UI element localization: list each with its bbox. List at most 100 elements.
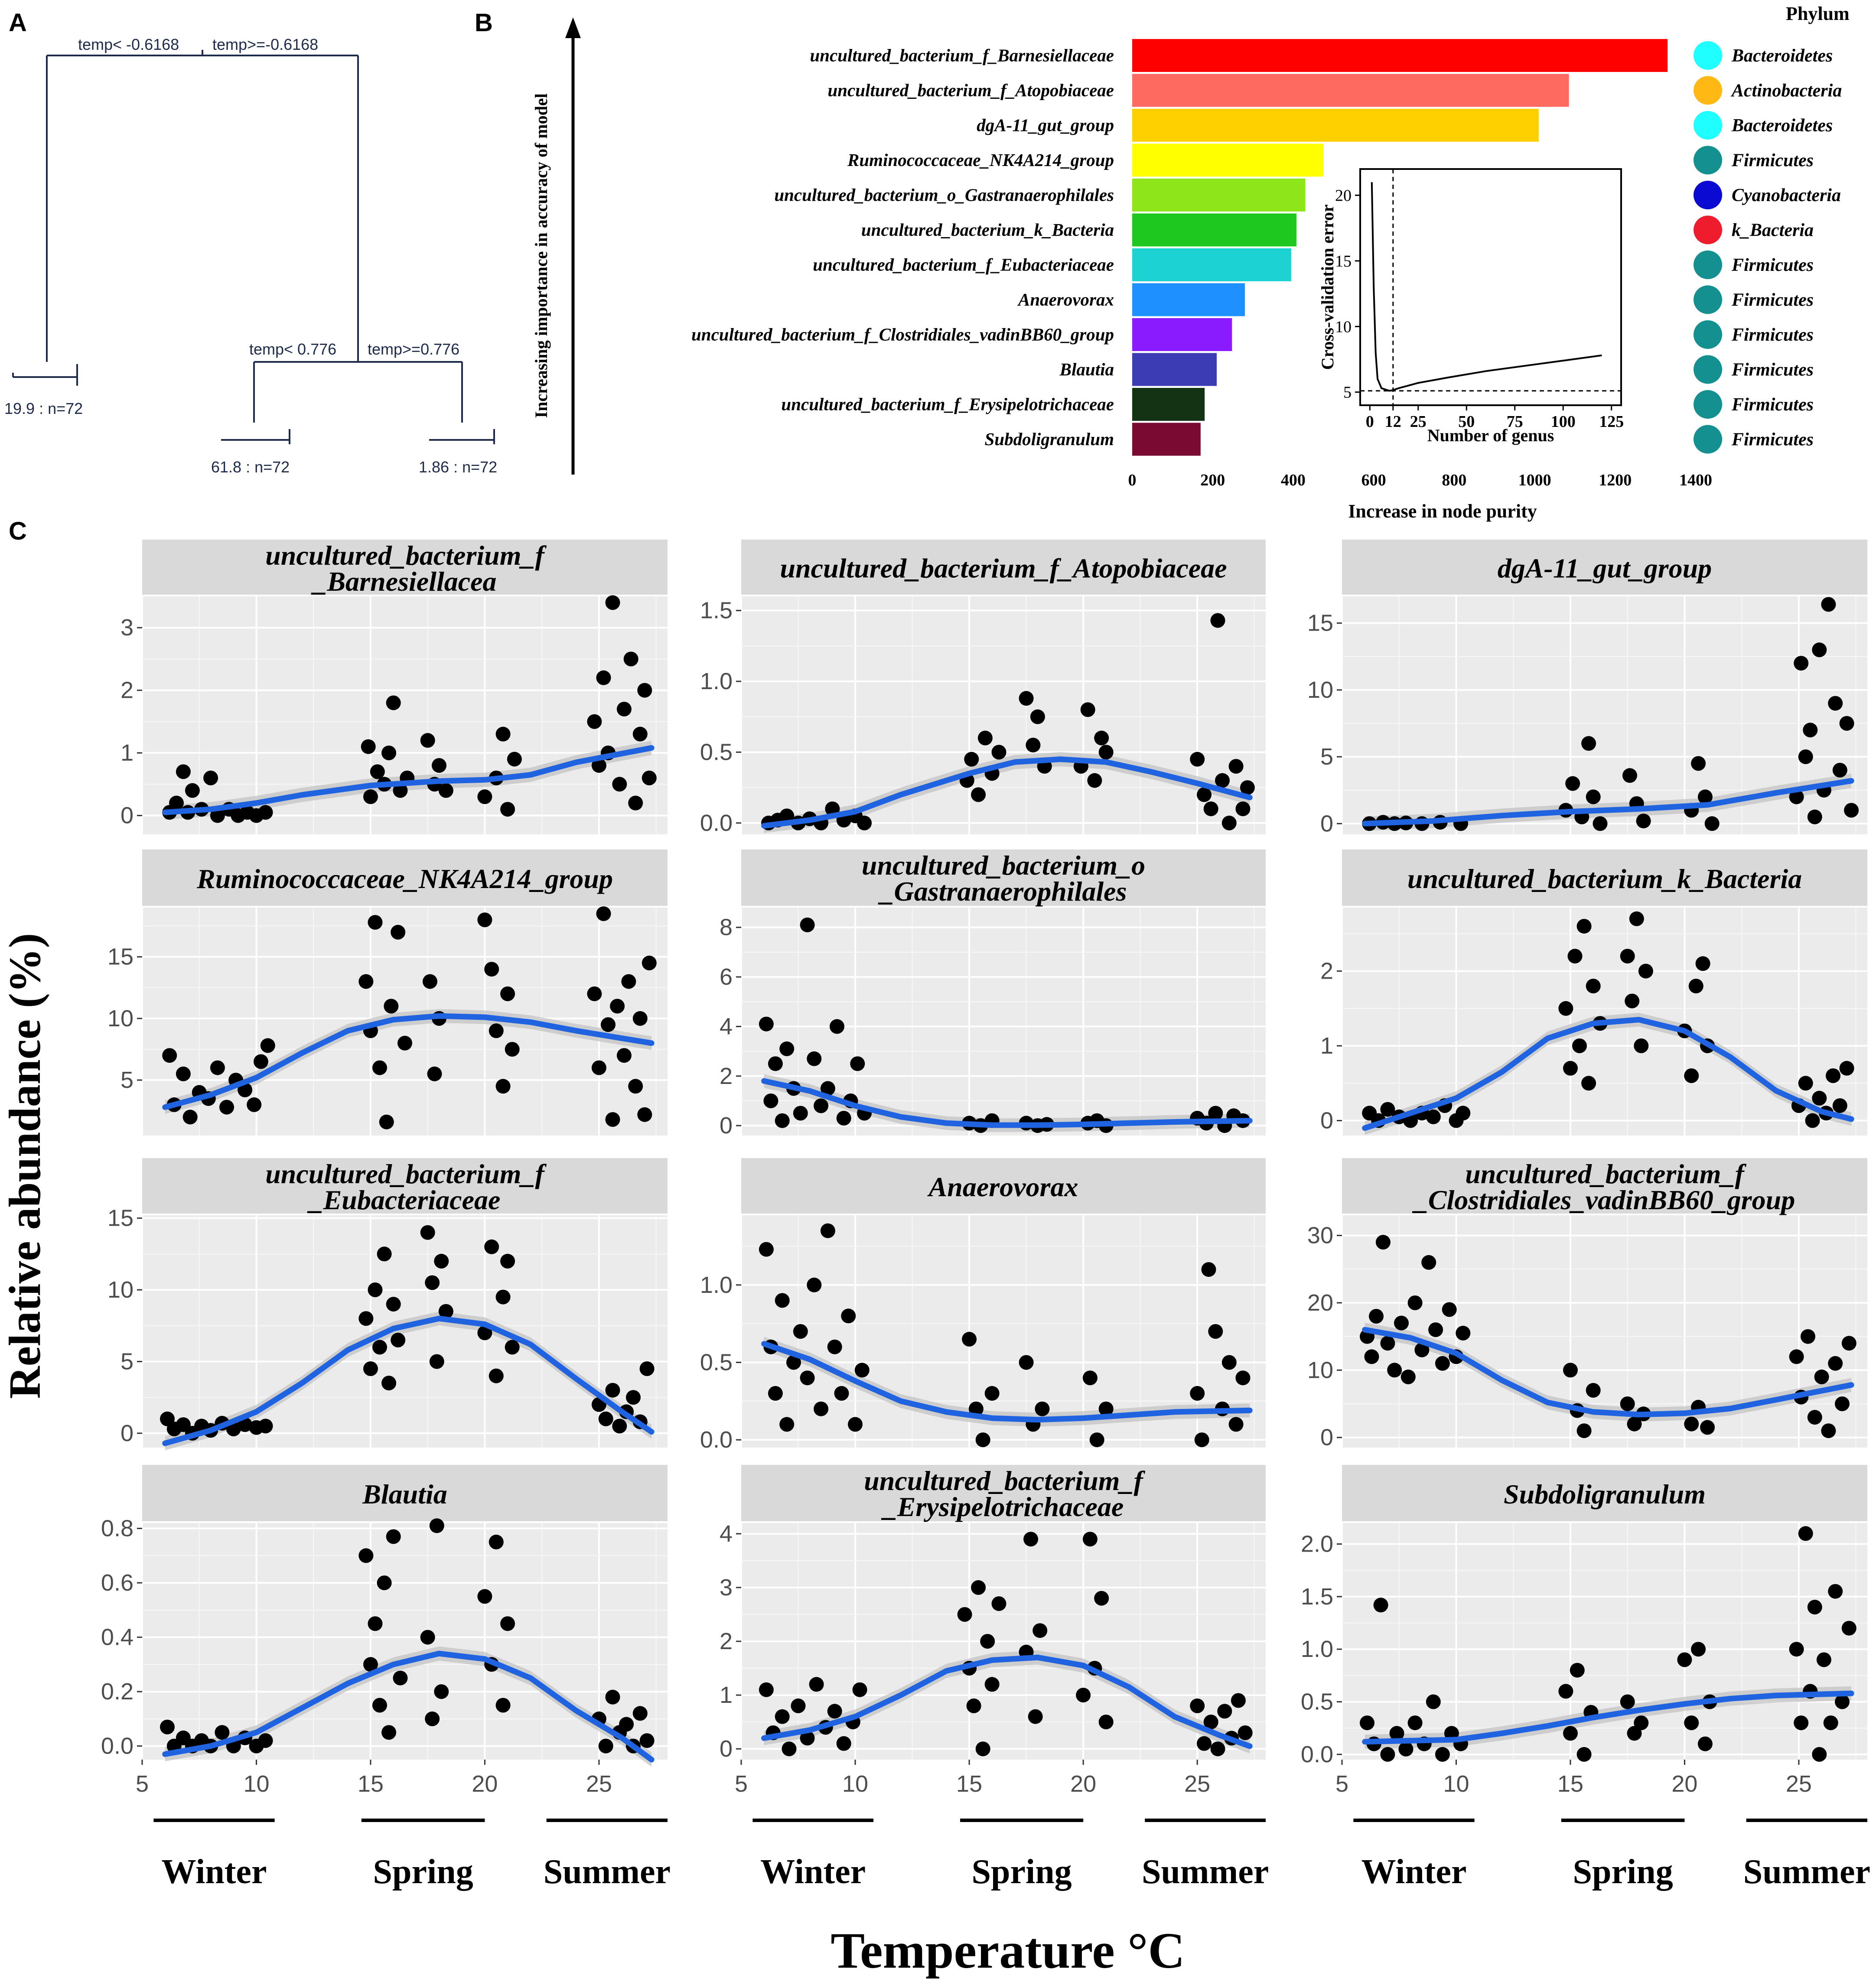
facet-6-point-7 bbox=[1426, 1109, 1441, 1124]
legend-label-7: Firmicutes bbox=[1731, 255, 1814, 275]
facet-3-point-9 bbox=[1565, 776, 1580, 791]
facet-11-point-9 bbox=[827, 1704, 842, 1719]
facet-6-ytick: 0 bbox=[1320, 1108, 1333, 1134]
facet-3-point-18 bbox=[1691, 756, 1706, 771]
inset-x-tick-12: 12 bbox=[1385, 413, 1401, 431]
bar-7 bbox=[1132, 248, 1291, 281]
facet-8-point-14 bbox=[841, 1308, 856, 1324]
facet-4-ytick: 15 bbox=[107, 944, 134, 970]
cv-error-inset: 0 12 25 50 75 100 125 5 10 15 20 Number of genus Cro… bbox=[1318, 168, 1624, 445]
facet-10-xtick-25: 25 bbox=[586, 1771, 612, 1797]
bar-label-8: Anaerovorax bbox=[1017, 290, 1114, 309]
facet-11-point-25 bbox=[1076, 1688, 1091, 1703]
facet-7-point-14 bbox=[368, 1282, 383, 1297]
facet-12-point-5 bbox=[1389, 1726, 1404, 1741]
facet-4-point-14 bbox=[358, 974, 374, 989]
facet-7-point-29 bbox=[500, 1253, 515, 1269]
facet-2-point-27 bbox=[1197, 787, 1212, 802]
facet-8-point-18 bbox=[968, 1401, 984, 1416]
facet-9-ytick: 0 bbox=[1320, 1425, 1333, 1451]
leaf-1-histogram bbox=[12, 364, 78, 386]
facet-4-point-17 bbox=[372, 1060, 387, 1075]
facet-10-point-14 bbox=[368, 1616, 383, 1631]
facet-2-point-24 bbox=[1094, 730, 1109, 745]
bar-1 bbox=[1132, 39, 1668, 72]
facet-5-ytick: 0 bbox=[720, 1113, 733, 1139]
facet-2-point-29 bbox=[1210, 613, 1225, 628]
facet-8-ytick: 1.0 bbox=[700, 1272, 733, 1298]
facet-2-point-13 bbox=[971, 787, 986, 802]
facet-12-point-7 bbox=[1407, 1715, 1423, 1731]
legend-title: Phylum bbox=[1786, 3, 1850, 24]
facet-10-point-21 bbox=[425, 1711, 440, 1726]
facet-8-point-9 bbox=[807, 1277, 822, 1292]
facet-9-point-21 bbox=[1620, 1396, 1635, 1411]
facet-12-xtick-10: 10 bbox=[1443, 1771, 1469, 1797]
facet-8-point-6 bbox=[786, 1355, 801, 1370]
facet-7-point-22 bbox=[429, 1354, 444, 1369]
facet-2-point-34 bbox=[1240, 780, 1255, 795]
facet-7-point-26 bbox=[484, 1239, 499, 1254]
facet-5-strip bbox=[741, 849, 1266, 906]
facet-10-point-13 bbox=[363, 1657, 378, 1672]
facet-7-title-line2: _Eubacteriaceae bbox=[307, 1184, 501, 1215]
facet-11-point-24 bbox=[1032, 1623, 1048, 1638]
facet-7-point-34 bbox=[612, 1419, 627, 1434]
legend-label-8: Firmicutes bbox=[1731, 290, 1814, 310]
facet-5-point-15 bbox=[850, 1056, 865, 1071]
legend-swatch-8 bbox=[1694, 285, 1722, 314]
facet-8-point-24 bbox=[1082, 1370, 1098, 1386]
legend-label-5: Cyanobacteria bbox=[1732, 185, 1841, 205]
facet-11-point-33 bbox=[1210, 1741, 1225, 1757]
facet-panel-12: 0.0 0.5 1.0 1.5 2.0 Subdoligranulum 5 10 15 20 25 bbox=[1301, 1465, 1867, 1797]
facet-3-strip bbox=[1342, 540, 1867, 595]
facet-10-point-22 bbox=[429, 1518, 444, 1533]
facet-4-point-34 bbox=[601, 1017, 616, 1032]
facet-4-point-12 bbox=[254, 1054, 268, 1069]
facet-8-title: Anaerovorax bbox=[927, 1171, 1078, 1202]
facet-2-point-18 bbox=[1026, 738, 1041, 753]
season-label-winter-2: Winter bbox=[760, 1853, 866, 1891]
facet-2-point-19 bbox=[1030, 709, 1045, 724]
inset-x-tick-100: 100 bbox=[1551, 413, 1576, 431]
facet-4-point-39 bbox=[628, 1079, 643, 1094]
facet-11-point-22 bbox=[1023, 1532, 1039, 1547]
facet-9-point-4 bbox=[1375, 1235, 1391, 1250]
facet-6-smooth-line bbox=[1362, 1017, 1854, 1131]
facet-9-point-29 bbox=[1801, 1329, 1815, 1344]
regression-tree bbox=[12, 50, 495, 444]
legend-swatch-1 bbox=[1694, 41, 1722, 70]
facet-1-point-5 bbox=[185, 783, 200, 798]
facet-2-background bbox=[741, 596, 1266, 834]
facet-12-point-36 bbox=[1841, 1621, 1856, 1636]
facet-3-point-30 bbox=[1832, 763, 1847, 778]
facet-11-point-26 bbox=[1082, 1532, 1098, 1547]
facet-4-point-25 bbox=[477, 912, 492, 927]
facet-8-ytick: 0.0 bbox=[700, 1427, 733, 1453]
facet-1-point-26 bbox=[477, 789, 492, 804]
facet-5-point-28 bbox=[1208, 1106, 1223, 1121]
facet-3-point-29 bbox=[1828, 696, 1843, 711]
facet-11-xtick-15: 15 bbox=[956, 1771, 982, 1797]
facet-11-point-34 bbox=[1217, 1704, 1232, 1719]
legend-label-11: Firmicutes bbox=[1731, 395, 1814, 415]
facet-10-point-15 bbox=[372, 1698, 387, 1713]
facet-7-ytick: 10 bbox=[107, 1277, 134, 1303]
facet-4-point-18 bbox=[379, 1114, 394, 1129]
facet-4-point-27 bbox=[489, 1023, 504, 1038]
facet-9-point-11 bbox=[1421, 1255, 1436, 1270]
facet-3-point-14 bbox=[1622, 768, 1637, 783]
importance-bar-chart: Increasing importance in accuracy of mod… bbox=[531, 3, 1850, 522]
facet-10-point-36 bbox=[639, 1733, 655, 1748]
facet-3-point-16 bbox=[1636, 814, 1651, 829]
facet-11-xtick-5: 5 bbox=[735, 1771, 748, 1797]
bar-x-tick-1200: 1200 bbox=[1599, 471, 1632, 489]
facet-6-ytick: 1 bbox=[1320, 1033, 1333, 1059]
facet-10-point-12 bbox=[358, 1548, 374, 1563]
facet-2-point-33 bbox=[1235, 801, 1251, 817]
legend-swatch-12 bbox=[1694, 425, 1722, 454]
facet-4-strip bbox=[142, 849, 668, 906]
facet-4-point-23 bbox=[427, 1066, 442, 1081]
legend-swatch-6 bbox=[1694, 215, 1722, 244]
